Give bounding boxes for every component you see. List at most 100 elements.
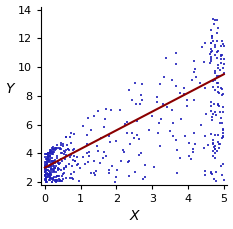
Point [58, 180, 62, 183]
Point [212, 154, 215, 157]
Point [209, 109, 213, 113]
Point [221, 42, 225, 46]
Point [212, 177, 216, 181]
Point [65, 148, 68, 152]
Point [89, 128, 93, 131]
Point [211, 141, 215, 145]
Point [43, 165, 47, 168]
Point [213, 43, 217, 47]
Point [47, 173, 51, 177]
Point [216, 90, 220, 93]
Point [57, 177, 60, 181]
Point [49, 176, 53, 180]
Point [128, 142, 132, 146]
Point [209, 47, 212, 51]
Point [47, 160, 51, 164]
Point [48, 155, 51, 159]
Point [45, 178, 48, 182]
Point [52, 167, 56, 170]
Point [47, 178, 51, 181]
Point [43, 170, 47, 174]
Point [210, 42, 213, 45]
Point [214, 113, 218, 117]
Point [44, 164, 48, 168]
Point [191, 147, 195, 151]
Point [47, 158, 51, 161]
Point [208, 52, 212, 55]
Point [47, 157, 50, 161]
Point [44, 164, 48, 168]
Point [43, 173, 47, 177]
Point [96, 109, 100, 113]
Point [86, 160, 90, 164]
Point [159, 117, 162, 121]
Point [44, 162, 47, 166]
Point [214, 179, 218, 183]
Point [51, 152, 55, 156]
Point [45, 176, 48, 180]
Point [51, 164, 55, 168]
Point [43, 177, 47, 180]
Point [46, 157, 50, 161]
Point [203, 169, 207, 173]
Point [175, 138, 178, 142]
Point [51, 168, 55, 172]
Point [44, 176, 48, 179]
Point [47, 151, 51, 154]
Point [58, 146, 62, 150]
Point [127, 88, 131, 92]
Point [48, 164, 52, 168]
Point [61, 144, 65, 148]
Point [76, 162, 80, 166]
Point [211, 39, 215, 43]
Point [50, 180, 53, 184]
Point [61, 177, 65, 181]
Point [209, 132, 213, 136]
Point [44, 160, 48, 164]
Point [63, 150, 67, 154]
Point [45, 178, 48, 182]
Point [203, 41, 206, 45]
Point [48, 157, 52, 161]
Point [44, 180, 48, 184]
Point [57, 179, 61, 183]
Point [47, 154, 51, 157]
Point [209, 170, 212, 173]
Point [46, 153, 50, 156]
Point [212, 145, 216, 149]
Point [221, 131, 225, 135]
Point [44, 155, 47, 158]
Point [113, 180, 116, 184]
Point [44, 173, 47, 177]
Point [188, 141, 191, 145]
Point [182, 93, 186, 96]
Point [135, 119, 139, 123]
Point [92, 171, 96, 174]
Point [56, 166, 60, 169]
Point [210, 60, 213, 63]
Point [45, 158, 49, 162]
Point [215, 149, 219, 153]
Point [176, 171, 179, 175]
Point [47, 169, 51, 172]
Point [213, 157, 217, 160]
Point [62, 156, 65, 160]
Point [47, 166, 51, 169]
Point [209, 41, 213, 45]
Point [60, 159, 64, 163]
Point [208, 61, 212, 65]
Point [50, 151, 53, 155]
Point [203, 173, 207, 177]
Point [59, 157, 62, 161]
Point [211, 139, 215, 142]
Point [132, 137, 136, 140]
Point [85, 142, 89, 146]
Point [211, 34, 214, 38]
Point [81, 155, 85, 159]
Point [171, 78, 174, 82]
Point [55, 180, 59, 183]
Point [47, 173, 51, 177]
Point [217, 74, 220, 78]
Point [192, 71, 196, 74]
Point [203, 60, 206, 64]
